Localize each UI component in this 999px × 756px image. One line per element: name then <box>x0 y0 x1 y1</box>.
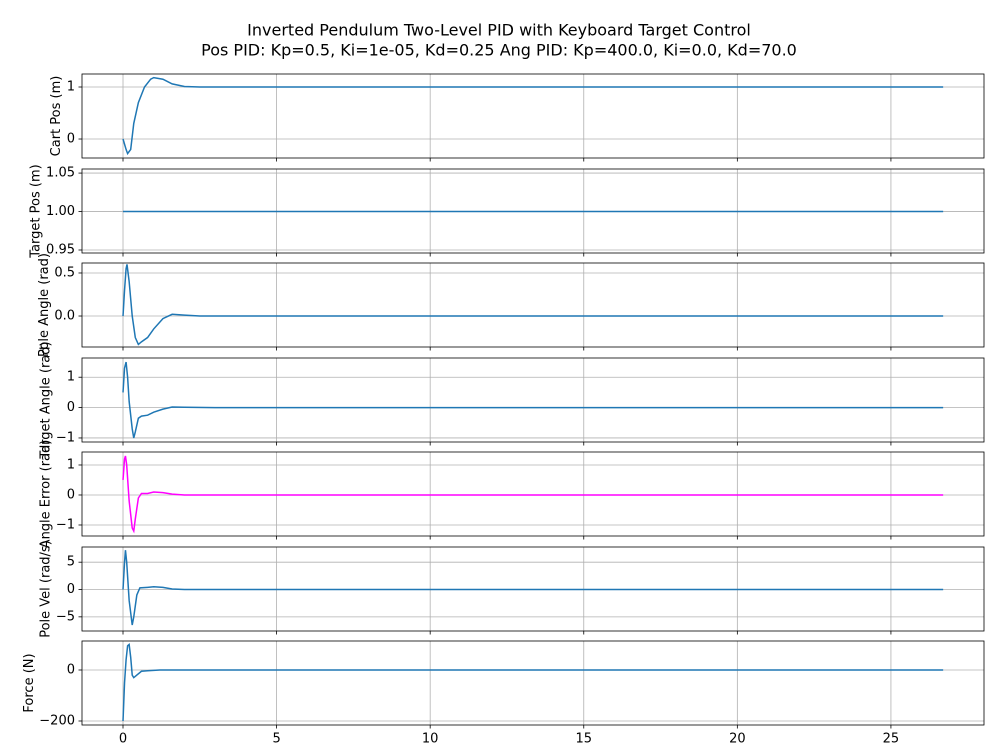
y-axis-label: Cart Pos (m) <box>49 76 64 157</box>
y-tick-label: −200 <box>39 713 75 728</box>
x-tick-label: 10 <box>422 732 439 747</box>
y-tick-label: 0.0 <box>54 309 75 324</box>
data-line <box>122 264 944 346</box>
y-tick-label: 0.95 <box>46 243 75 258</box>
figure-subtitle: Pos PID: Kp=0.5, Ki=1e-05, Kd=0.25 Ang P… <box>201 41 797 60</box>
x-tick-label: 5 <box>272 732 280 747</box>
data-line <box>122 361 944 439</box>
data-line <box>122 76 944 156</box>
y-axis-label: Angle Error (rad) <box>38 440 53 549</box>
axes-frame <box>81 451 985 537</box>
y-axis-label: Pole Angle (rad) <box>37 253 52 357</box>
y-tick-label: 1.00 <box>46 204 75 219</box>
y-tick-label: 0 <box>67 662 75 677</box>
y-axis-label: Pole Vel (rad/s) <box>38 540 53 638</box>
y-tick-label: 0 <box>67 582 75 597</box>
y-tick-label: 0.5 <box>54 265 75 280</box>
data-line <box>122 455 944 534</box>
y-axis-label: Force (N) <box>22 653 37 712</box>
figure-title: Inverted Pendulum Two-Level PID with Key… <box>247 21 751 40</box>
y-axis-label: Target Pos (m) <box>29 164 44 258</box>
axes-frame <box>81 640 985 726</box>
axes-frame <box>81 73 985 159</box>
data-line <box>122 550 944 626</box>
x-tick-label: 15 <box>575 732 592 747</box>
axes-frame <box>81 168 985 254</box>
y-tick-label: 1 <box>67 457 75 472</box>
y-tick-label: −1 <box>56 430 75 445</box>
axes-frame <box>81 546 985 632</box>
y-tick-label: 0 <box>67 487 75 502</box>
y-tick-label: 5 <box>67 555 75 570</box>
axes-frame <box>81 357 985 443</box>
data-line <box>122 643 944 722</box>
y-tick-label: −1 <box>56 517 75 532</box>
y-tick-label: 1.05 <box>46 166 75 181</box>
y-tick-label: 0 <box>67 400 75 415</box>
x-tick-label: 0 <box>119 732 127 747</box>
y-tick-label: 0 <box>67 132 75 147</box>
axes-frame <box>81 262 985 348</box>
x-tick-label: 25 <box>883 732 900 747</box>
x-tick-label: 20 <box>729 732 746 747</box>
y-tick-label: 1 <box>67 80 75 95</box>
y-tick-label: −5 <box>56 609 75 624</box>
y-tick-label: 1 <box>67 370 75 385</box>
y-axis-label: Target Angle (rad) <box>38 341 53 459</box>
